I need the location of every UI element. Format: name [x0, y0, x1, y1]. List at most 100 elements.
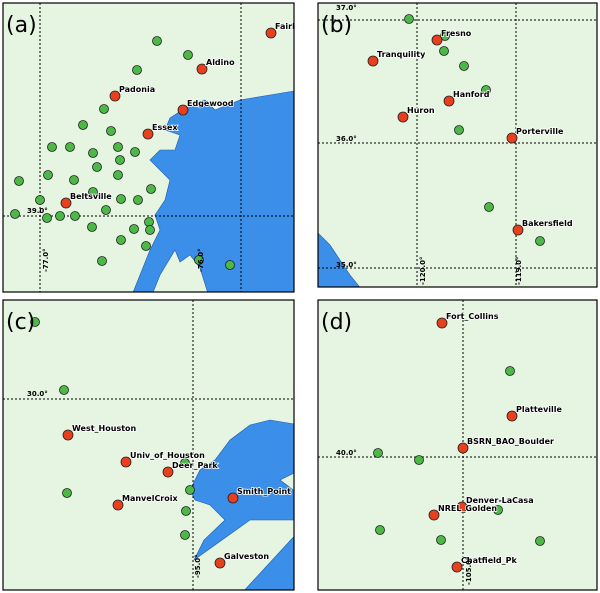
site-label: Smith_Point — [237, 487, 291, 496]
site-label: ManvelCroix — [122, 494, 178, 503]
station-marker — [87, 222, 97, 232]
panel-label: (c) — [6, 310, 35, 335]
water — [244, 536, 294, 590]
station-marker — [59, 385, 69, 395]
site-marker — [227, 492, 239, 504]
station-marker — [194, 255, 204, 265]
graticule-label: 35.0° — [336, 261, 357, 269]
site-label: Deer_Park — [172, 461, 218, 470]
site-label: Tranquility — [377, 50, 426, 59]
site-marker — [196, 63, 208, 75]
station-marker — [183, 50, 193, 60]
panel-label: (b) — [321, 13, 352, 38]
site-marker — [506, 410, 518, 422]
station-marker — [43, 170, 53, 180]
station-marker — [225, 260, 235, 270]
station-marker — [113, 170, 123, 180]
site-label: Edgewood — [187, 99, 234, 108]
station-marker — [97, 256, 107, 266]
station-marker — [10, 209, 20, 219]
site-label: Padonia — [119, 85, 155, 94]
station-marker — [133, 195, 143, 205]
site-label: Aldino — [206, 58, 235, 67]
site-marker — [62, 429, 74, 441]
station-marker — [35, 195, 45, 205]
site-label: Univ_of_Houston — [130, 451, 205, 460]
station-marker — [144, 217, 154, 227]
station-marker — [78, 120, 88, 130]
map-panel: Fresno Tranquility Hanford Huron Porterville… — [318, 3, 597, 287]
site-marker — [162, 466, 174, 478]
site-marker — [512, 224, 524, 236]
site-marker — [431, 34, 443, 46]
site-label: Fresno — [441, 29, 472, 38]
station-marker — [62, 488, 72, 498]
station-marker — [14, 176, 24, 186]
site-marker — [457, 442, 469, 454]
graticule-label: -119.0° — [515, 256, 523, 285]
graticule-label: 36.0° — [336, 135, 357, 143]
site-marker — [443, 95, 455, 107]
site-marker — [142, 128, 154, 140]
station-marker — [145, 225, 155, 235]
site-label: Bakersfield — [522, 219, 573, 228]
station-marker — [404, 14, 414, 24]
graticule-label: 37.0° — [336, 4, 357, 12]
station-marker — [69, 175, 79, 185]
station-marker — [436, 535, 446, 545]
station-marker — [116, 194, 126, 204]
panel-border — [317, 299, 598, 591]
station-marker — [535, 536, 545, 546]
map-panel: Fort_Collins Platteville BSRN_BAO_Boulder D… — [318, 300, 597, 590]
panel-label: (a) — [6, 13, 37, 38]
graticule-label: -76.0° — [197, 248, 205, 272]
graticule-label: 30.0° — [27, 390, 48, 398]
station-marker — [481, 85, 491, 95]
site-label: Hanford — [453, 90, 490, 99]
site-label: NREL_Golden — [438, 504, 497, 513]
panel-background — [318, 300, 597, 590]
station-marker — [185, 485, 195, 495]
site-marker — [265, 27, 277, 39]
panel-background — [318, 3, 597, 287]
panel-label: (d) — [321, 310, 352, 335]
water — [189, 419, 294, 561]
site-marker — [214, 557, 226, 569]
station-marker — [88, 148, 98, 158]
station-marker — [47, 142, 57, 152]
graticule-label: -77.0° — [42, 248, 50, 272]
site-label: Huron — [407, 106, 435, 115]
map-panel: Fairhill Aldino Padonia Edgewood Essex Beltsv… — [3, 3, 294, 292]
station-marker — [439, 46, 449, 56]
station-marker — [132, 65, 142, 75]
graticule-label: -95.0° — [194, 554, 202, 578]
station-marker — [414, 455, 424, 465]
station-marker — [129, 224, 139, 234]
site-marker — [120, 456, 132, 468]
site-label: West_Houston — [72, 424, 137, 433]
panel-border — [317, 2, 598, 288]
station-marker — [535, 236, 545, 246]
station-marker — [113, 142, 123, 152]
site-label: Platteville — [516, 405, 563, 414]
station-marker — [101, 205, 111, 215]
station-marker — [152, 36, 162, 46]
station-marker — [30, 317, 40, 327]
station-marker — [99, 104, 109, 114]
station-marker — [375, 525, 385, 535]
water — [132, 90, 294, 292]
station-marker — [70, 211, 80, 221]
site-label: Porterville — [516, 127, 564, 136]
site-marker — [397, 111, 409, 123]
station-marker — [65, 142, 75, 152]
water — [318, 232, 360, 287]
site-label: Galveston — [224, 552, 269, 561]
station-marker — [180, 458, 190, 468]
site-label: Fort_Collins — [446, 312, 499, 321]
site-label: Essex — [152, 123, 178, 132]
site-marker — [60, 197, 72, 209]
station-marker — [181, 506, 191, 516]
site-label: BSRN_BAO_Boulder — [467, 437, 554, 446]
